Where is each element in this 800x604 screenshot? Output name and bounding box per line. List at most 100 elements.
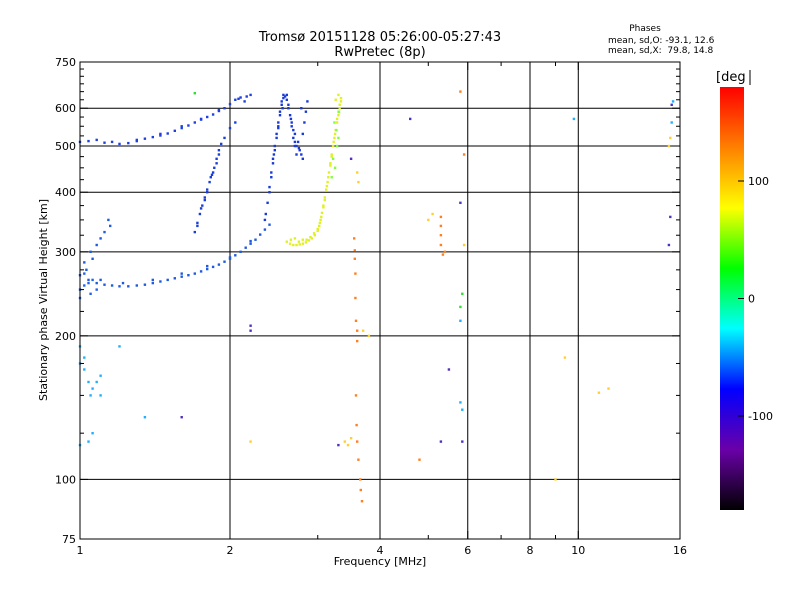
data-point (143, 416, 147, 419)
data-point (292, 136, 295, 140)
data-point (278, 110, 282, 113)
data-point (173, 129, 176, 132)
data-point (277, 126, 280, 130)
data-point (83, 368, 86, 371)
data-point (187, 274, 190, 277)
data-point (89, 250, 92, 253)
data-point (305, 238, 308, 241)
data-point (272, 153, 276, 156)
data-point (209, 176, 212, 179)
data-point (300, 153, 303, 156)
data-point (333, 166, 337, 169)
data-point (320, 211, 324, 215)
data-point (441, 253, 445, 256)
data-point (228, 102, 232, 106)
data-point (459, 319, 462, 322)
data-point (669, 215, 672, 219)
data-point (206, 115, 209, 119)
data-point (322, 204, 325, 207)
data-point (360, 500, 364, 503)
data-point (282, 93, 285, 97)
data-point (459, 201, 462, 204)
data-point (199, 117, 203, 121)
data-point (228, 256, 232, 259)
data-point (461, 292, 464, 295)
data-point (354, 394, 358, 397)
data-point (151, 278, 154, 282)
data-point (234, 254, 237, 257)
axes: 1 2 4 6 8 10 16 75 100 200 300 400 500 600 750 (55, 56, 687, 557)
grid-lines (80, 62, 680, 539)
data-point (127, 141, 130, 145)
data-point (285, 93, 288, 97)
data-point (367, 334, 371, 337)
data-point (292, 243, 295, 247)
data-point (293, 132, 297, 136)
data-point (99, 374, 102, 377)
data-point (118, 345, 121, 348)
data-point (346, 443, 350, 447)
data-point (320, 215, 323, 219)
chart-subtitle: RwPretec (8p) (334, 45, 425, 60)
data-point (277, 125, 280, 128)
data-point (296, 140, 300, 144)
data-point (180, 125, 183, 128)
data-point (268, 223, 271, 226)
data-point (223, 260, 226, 263)
data-point (354, 296, 357, 300)
colorbar-unit: [deg (716, 70, 746, 85)
data-point (95, 281, 98, 285)
data-point (220, 142, 223, 146)
data-point (193, 272, 196, 275)
data-point (334, 98, 337, 101)
data-point (249, 242, 252, 245)
data-point (330, 153, 333, 156)
data-point (270, 171, 273, 174)
data-point (198, 212, 202, 216)
data-point (266, 201, 269, 204)
data-point (572, 117, 576, 121)
data-point (322, 206, 325, 209)
data-point (237, 97, 240, 100)
data-point (180, 272, 183, 275)
data-point (667, 243, 671, 247)
data-point (208, 180, 211, 184)
data-point (318, 224, 321, 228)
data-point (199, 270, 203, 273)
data-point (83, 284, 86, 287)
data-point (263, 228, 267, 231)
data-point (91, 387, 94, 390)
data-point (439, 243, 443, 247)
data-point (249, 324, 252, 327)
data-point (280, 103, 283, 106)
data-point (99, 237, 102, 240)
data-point (215, 162, 218, 165)
data-point (87, 380, 90, 384)
data-point (303, 121, 306, 124)
data-point (287, 107, 290, 110)
data-point (285, 240, 288, 243)
data-point (335, 144, 339, 148)
data-point (298, 149, 301, 152)
data-point (270, 176, 273, 179)
data-point (275, 132, 278, 136)
data-point (87, 440, 90, 443)
data-point (283, 95, 287, 98)
data-point (217, 153, 221, 156)
data-point (173, 277, 176, 280)
data-point (357, 180, 360, 184)
data-point (193, 230, 196, 234)
data-point (329, 162, 332, 165)
data-point (193, 92, 196, 95)
data-point (671, 100, 675, 103)
data-point (337, 136, 340, 140)
data-point (228, 257, 232, 260)
data-point (281, 107, 284, 110)
data-point (333, 121, 336, 124)
data-point (288, 242, 292, 245)
data-point (118, 285, 121, 288)
y-tick-label: 500 (55, 140, 76, 153)
data-point (87, 278, 90, 282)
data-point (83, 272, 86, 275)
data-point (89, 292, 92, 295)
